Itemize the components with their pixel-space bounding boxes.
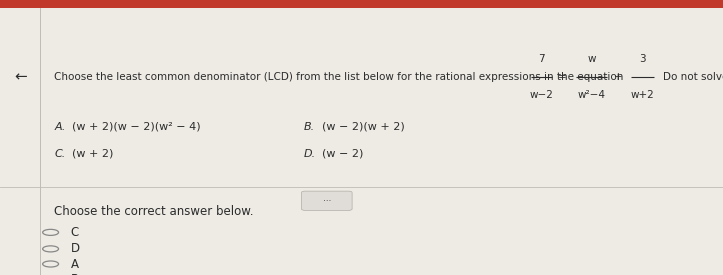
Text: w²−4: w²−4 [578, 90, 605, 100]
Text: A.: A. [54, 122, 66, 131]
Text: +: + [614, 72, 623, 82]
Text: A: A [71, 257, 79, 271]
FancyBboxPatch shape [301, 191, 352, 210]
Text: B: B [71, 273, 79, 275]
Text: D: D [71, 242, 80, 255]
Text: B.: B. [304, 122, 315, 131]
Text: 7: 7 [538, 54, 545, 65]
Text: =: = [558, 72, 567, 82]
Text: (w − 2)(w + 2): (w − 2)(w + 2) [322, 122, 404, 131]
Text: ←: ← [14, 70, 27, 84]
Text: D.: D. [304, 149, 316, 159]
Text: ⋯: ⋯ [322, 196, 331, 205]
Text: Choose the least common denominator (LCD) from the list below for the rational e: Choose the least common denominator (LCD… [54, 72, 624, 82]
Text: C.: C. [54, 149, 66, 159]
Text: Choose the correct answer below.: Choose the correct answer below. [54, 205, 254, 218]
Text: 3: 3 [639, 54, 646, 65]
Text: (w + 2)(w − 2)(w² − 4): (w + 2)(w − 2)(w² − 4) [72, 122, 201, 131]
Text: (w − 2): (w − 2) [322, 149, 363, 159]
Text: Do not solve.: Do not solve. [663, 72, 723, 82]
Text: w: w [587, 54, 596, 65]
Text: (w + 2): (w + 2) [72, 149, 114, 159]
Text: w+2: w+2 [631, 90, 654, 100]
Text: w−2: w−2 [529, 90, 554, 100]
Text: C: C [71, 226, 79, 239]
